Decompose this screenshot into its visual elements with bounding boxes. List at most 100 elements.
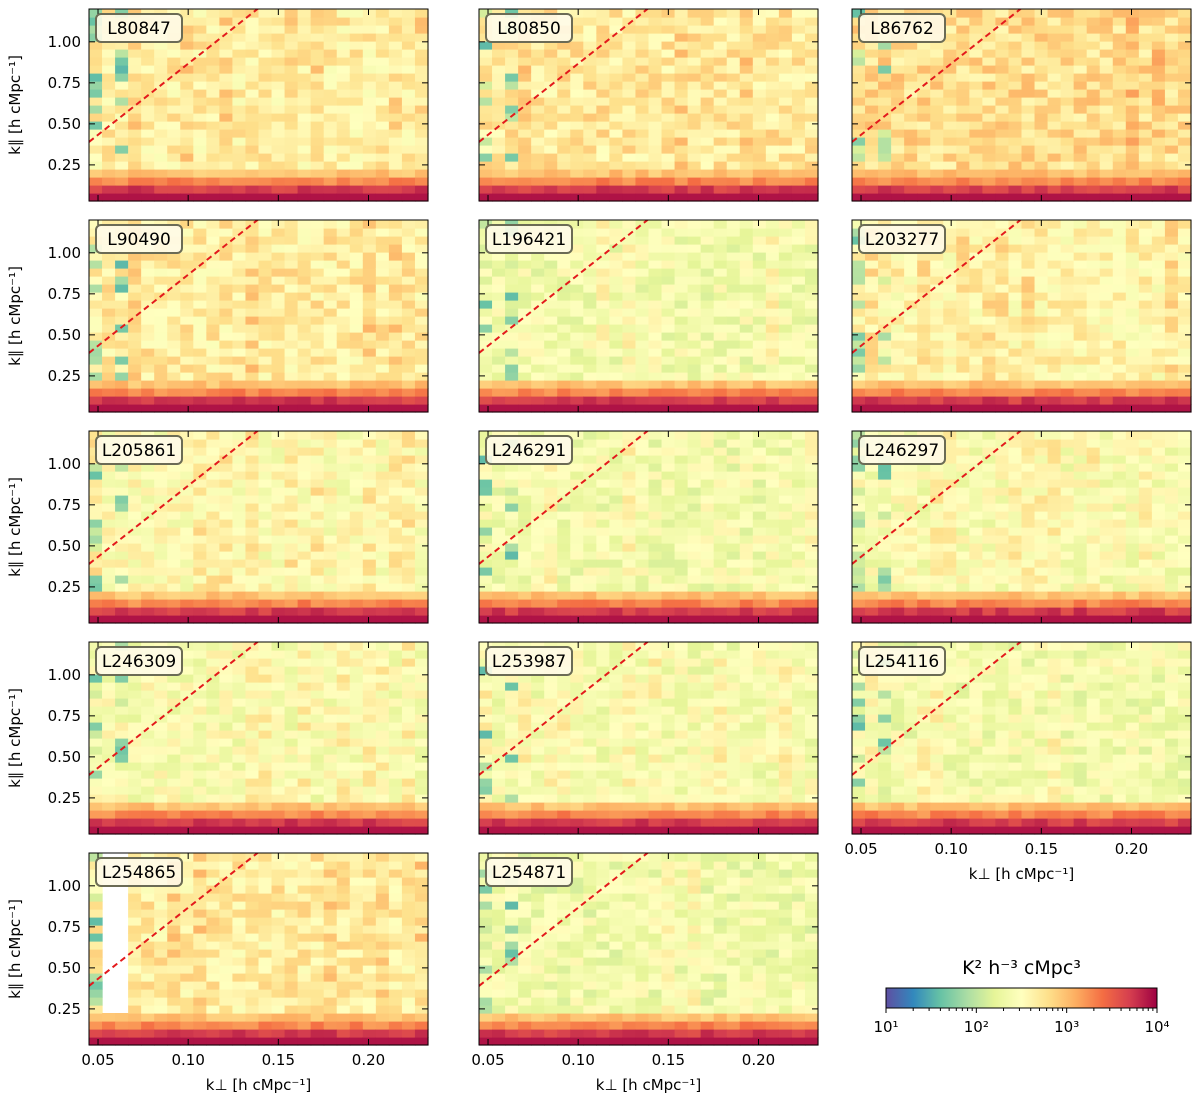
heatmap-cell	[414, 169, 429, 178]
heatmap-cell	[1021, 316, 1036, 325]
heatmap-cell	[596, 145, 610, 154]
heatmap-cell	[414, 316, 429, 325]
heatmap-cell	[791, 17, 806, 26]
heatmap-cell	[505, 73, 519, 82]
heatmap-cell	[852, 41, 866, 50]
heatmap-cell	[245, 105, 260, 114]
heatmap-cell	[258, 276, 273, 285]
heatmap-cell	[583, 185, 597, 194]
heatmap-cell	[1164, 89, 1179, 98]
heatmap-cell	[674, 455, 689, 464]
heatmap-cell	[1099, 65, 1114, 74]
heatmap-cell	[648, 575, 663, 584]
heatmap-cell	[180, 252, 194, 261]
heatmap-cell	[1034, 97, 1049, 106]
heatmap-cell	[570, 252, 584, 261]
heatmap-cell	[1073, 380, 1088, 389]
heatmap-cell	[115, 97, 129, 106]
heatmap-cell	[245, 559, 260, 568]
heatmap-cell	[1034, 324, 1049, 333]
heatmap-cell	[492, 599, 506, 608]
heatmap-cell	[674, 17, 689, 26]
heatmap-cell	[258, 17, 273, 26]
heatmap-cell	[479, 591, 493, 600]
heatmap-cell	[661, 495, 676, 504]
heatmap-cell	[219, 447, 234, 456]
heatmap-cell	[635, 169, 650, 178]
heatmap-cell	[982, 348, 997, 357]
heatmap-cell	[414, 153, 429, 162]
heatmap-cell	[479, 324, 493, 333]
heatmap-cell	[518, 332, 532, 341]
heatmap-cell	[943, 396, 957, 405]
heatmap-cell	[206, 439, 220, 448]
heatmap-cell	[271, 49, 286, 58]
heatmap-cell	[219, 607, 234, 616]
heatmap-cell	[700, 591, 715, 600]
heatmap-cell	[284, 348, 299, 357]
heatmap-cell	[609, 591, 624, 600]
heatmap-cell	[258, 236, 273, 245]
heatmap-cell	[687, 431, 702, 440]
heatmap-cell	[297, 300, 312, 309]
heatmap-cell	[635, 244, 650, 253]
heatmap-cell	[687, 340, 702, 349]
heatmap-cell	[375, 41, 390, 50]
heatmap-cell	[583, 308, 597, 317]
heatmap-cell	[505, 308, 519, 317]
heatmap-cell	[648, 527, 663, 536]
heatmap-cell	[505, 396, 519, 405]
heatmap-cell	[1151, 324, 1166, 333]
heatmap-cell	[969, 49, 983, 58]
heatmap-cell	[1099, 220, 1114, 229]
heatmap-cell	[713, 535, 728, 544]
heatmap-cell	[635, 332, 650, 341]
heatmap-cell	[739, 396, 754, 405]
heatmap-cell	[917, 284, 931, 293]
heatmap-cell	[1008, 193, 1023, 202]
heatmap-cell	[726, 284, 741, 293]
heatmap-cell	[284, 308, 299, 317]
heatmap-cell	[518, 567, 532, 576]
heatmap-cell	[206, 228, 220, 237]
heatmap-cell	[752, 284, 767, 293]
heatmap-cell	[995, 169, 1010, 178]
heatmap-cell	[648, 308, 663, 317]
heatmap-cell	[1008, 308, 1023, 317]
heatmap-cell	[778, 292, 793, 301]
heatmap-cell	[1073, 9, 1088, 18]
heatmap-cell	[904, 276, 918, 285]
heatmap-cell	[492, 519, 506, 528]
heatmap-cell	[232, 65, 247, 74]
heatmap-cell	[336, 463, 351, 472]
heatmap-cell	[505, 511, 519, 520]
heatmap-cell	[258, 105, 273, 114]
heatmap-cell	[982, 372, 997, 381]
heatmap-cell	[622, 9, 637, 18]
heatmap-cell	[700, 543, 715, 552]
heatmap-cell	[505, 324, 519, 333]
heatmap-cell	[700, 228, 715, 237]
heatmap-cell	[557, 332, 571, 341]
heatmap-cell	[89, 73, 103, 82]
heatmap-cell	[1008, 292, 1023, 301]
heatmap-cell	[687, 356, 702, 365]
heatmap-cell	[375, 220, 390, 229]
heatmap-cell	[891, 356, 905, 365]
panel-label-box	[485, 224, 573, 254]
heatmap-cell	[128, 495, 142, 504]
heatmap-cell	[726, 33, 741, 42]
heatmap-cell	[583, 161, 597, 170]
heatmap-cell	[1060, 388, 1075, 397]
heatmap-cell	[414, 113, 429, 122]
heatmap-cell	[557, 340, 571, 349]
heatmap-cell	[362, 519, 377, 528]
heatmap-cell	[982, 185, 997, 194]
heatmap-cell	[349, 252, 364, 261]
heatmap-cell	[505, 332, 519, 341]
heatmap-cell	[193, 121, 207, 130]
heatmap-cell	[995, 177, 1010, 186]
heatmap-cell	[852, 49, 866, 58]
heatmap-cell	[479, 615, 493, 624]
heatmap-cell	[518, 615, 532, 624]
